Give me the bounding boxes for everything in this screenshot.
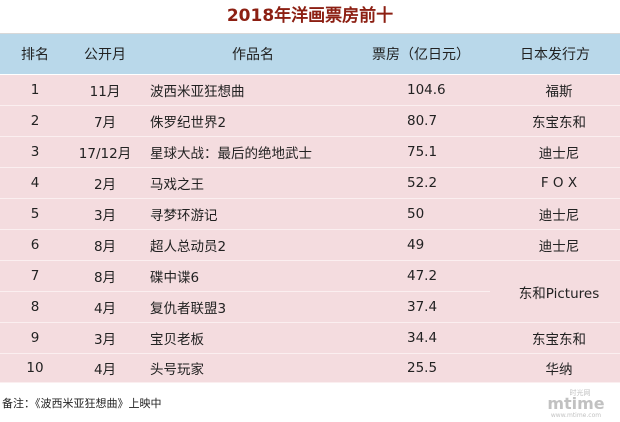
table-row: 8 4月 复仇者联盟3 37.4 [0,291,620,323]
mtime-watermark-logo: 时光网 mtime www.mtime.com [547,388,604,419]
month-cell: 8月 [70,260,140,292]
gross-cell: 50 [366,198,490,230]
gross-cell: 75.1 [366,136,490,168]
rank-cell: 1 [0,74,70,106]
rank-cell: 5 [0,198,70,230]
table-row: 3 17/12月 星球大战：最后的绝地武士 75.1 迪士尼 [0,136,620,168]
title-cell: 复仇者联盟3 [140,291,366,323]
distributor-cell: 东宝东和 [490,322,620,354]
watermark-cn-text: 时光网 [570,388,591,397]
gross-cell: 37.4 [366,291,490,323]
page-title: 2018年洋画票房前十 [0,0,620,34]
title-cell: 碟中谍6 [140,260,366,292]
column-header-month: 公开月 [70,34,140,75]
watermark-brand-text: mtime [547,394,604,413]
gross-cell: 47.2 [366,260,490,292]
table-row: 7 8月 碟中谍6 47.2 东和Pictures [0,260,620,323]
distributor-cell: F O X [490,167,620,199]
title-cell: 波西米亚狂想曲 [140,74,366,106]
title-cell: 头号玩家 [140,353,366,383]
table-row: 1 11月 波西米亚狂想曲 104.6 福斯 [0,74,620,106]
rank-cell: 3 [0,136,70,168]
distributor-cell: 东宝东和 [490,105,620,137]
title-cell: 侏罗纪世界2 [140,105,366,137]
gross-cell: 34.4 [366,322,490,354]
distributor-cell: 华纳 [490,353,620,383]
column-header-gross: 票房（亿日元） [366,34,490,75]
title-cell: 超人总动员2 [140,229,366,261]
column-header-distributor: 日本发行方 [490,34,620,75]
gross-cell: 104.6 [366,74,490,106]
month-cell: 8月 [70,229,140,261]
table-row: 2 7月 侏罗纪世界2 80.7 东宝东和 [0,105,620,137]
table-row: 9 3月 宝贝老板 34.4 东宝东和 [0,322,620,354]
month-cell: 7月 [70,105,140,137]
month-cell: 11月 [70,74,140,106]
rank-cell: 4 [0,167,70,199]
month-cell: 2月 [70,167,140,199]
table-row: 5 3月 寻梦环游记 50 迪士尼 [0,198,620,230]
column-header-rank: 排名 [0,34,70,75]
column-header-title: 作品名 [140,34,366,75]
gross-cell: 80.7 [366,105,490,137]
rank-cell: 10 [0,353,70,383]
box-office-table: 排名 公开月 作品名 票房（亿日元） 日本发行方 1 11月 波西米亚狂想曲 1… [0,34,620,383]
rank-cell: 8 [0,291,70,323]
watermark-url-text: www.mtime.com [551,412,601,419]
table-row: 10 4月 头号玩家 25.5 华纳 [0,353,620,383]
rank-cell: 9 [0,322,70,354]
title-cell: 寻梦环游记 [140,198,366,230]
table-row: 6 8月 超人总动员2 49 迪士尼 [0,229,620,261]
rank-cell: 2 [0,105,70,137]
table-row: 4 2月 马戏之王 52.2 F O X [0,167,620,199]
gross-cell: 25.5 [366,353,490,383]
month-cell: 4月 [70,353,140,383]
title-cell: 马戏之王 [140,167,366,199]
distributor-cell: 东和Pictures [490,260,620,323]
distributor-cell: 迪士尼 [490,136,620,168]
distributor-cell: 福斯 [490,74,620,106]
rank-cell: 6 [0,229,70,261]
month-cell: 3月 [70,198,140,230]
gross-cell: 52.2 [366,167,490,199]
footnote: 备注：《波西米亚狂想曲》上映中 [2,397,162,410]
distributor-cell: 迪士尼 [490,198,620,230]
title-cell: 星球大战：最后的绝地武士 [140,136,366,168]
rank-cell: 7 [0,260,70,292]
month-cell: 17/12月 [70,136,140,168]
table-header-row: 排名 公开月 作品名 票房（亿日元） 日本发行方 [0,34,620,75]
distributor-cell: 迪士尼 [490,229,620,261]
gross-cell: 49 [366,229,490,261]
month-cell: 4月 [70,291,140,323]
title-cell: 宝贝老板 [140,322,366,354]
month-cell: 3月 [70,322,140,354]
